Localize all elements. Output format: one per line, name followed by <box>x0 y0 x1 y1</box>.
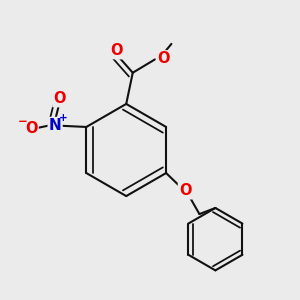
Text: O: O <box>53 91 66 106</box>
Text: N: N <box>49 118 62 133</box>
Text: O: O <box>179 183 191 198</box>
Text: O: O <box>25 121 38 136</box>
Text: O: O <box>157 51 169 66</box>
Text: O: O <box>110 43 123 58</box>
Text: +: + <box>59 113 68 123</box>
Text: −: − <box>18 115 28 128</box>
